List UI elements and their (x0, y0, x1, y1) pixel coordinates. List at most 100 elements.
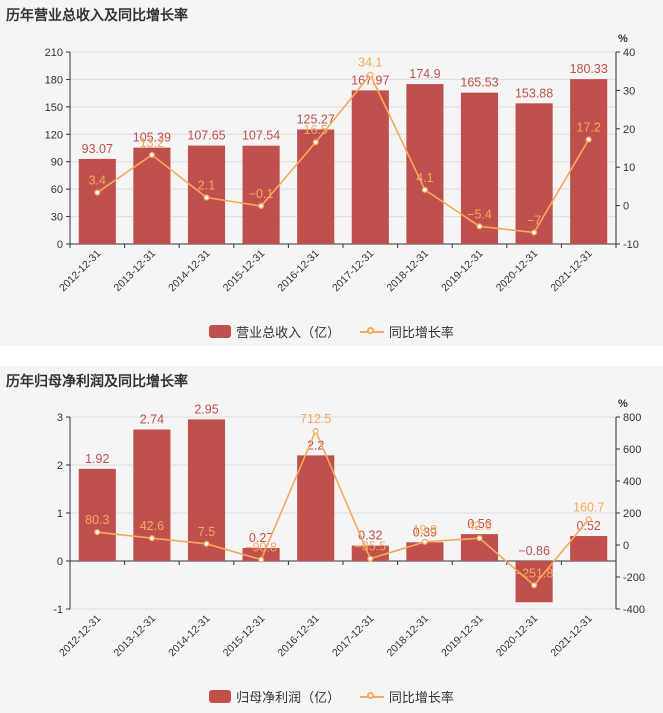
bar-value-label: 105.39 (133, 131, 171, 145)
x-tick-label: 2019-12-31 (439, 613, 486, 660)
bar (78, 158, 116, 244)
revenue-chart-panel: 历年营业总收入及同比增长率 0 30 60 90 120 150 180 210 -10 0 10 2… (0, 0, 663, 346)
bar-value-label: 125.27 (297, 112, 335, 126)
growth-point (476, 535, 483, 542)
x-tick-label: 2018-12-31 (385, 248, 432, 295)
legend-item-growth[interactable]: 同比增长率 (359, 687, 454, 706)
growth-value-label: 17.2 (577, 121, 601, 135)
y-right-tick-label: 600 (623, 444, 641, 456)
bar (297, 455, 335, 561)
growth-point (476, 223, 483, 230)
bar-value-label: 165.53 (460, 76, 498, 90)
y-right-tick-label: -400 (623, 604, 645, 616)
growth-line (96, 73, 590, 234)
bar (515, 103, 553, 244)
x-tick-label: 2020-12-31 (494, 613, 541, 660)
bar-swatch-icon (209, 325, 232, 338)
bar-value-label: 93.07 (82, 142, 113, 156)
net-profit-chart-panel: 历年归母净利润及同比增长率 -1 0 1 2 3 -400 -200 0 200 400 600 80… (0, 366, 663, 713)
x-tick-label: 2014-12-31 (166, 248, 213, 295)
growth-value-label: 19.8 (413, 523, 437, 537)
growth-point (258, 556, 265, 563)
growth-value-label: 34.1 (358, 56, 382, 70)
x-tick-label: 2013-12-31 (112, 613, 159, 660)
x-tick-label: 2020-12-31 (494, 248, 541, 295)
growth-point (148, 151, 155, 158)
growth-point (94, 529, 101, 536)
bar-value-label: 0.52 (577, 519, 601, 533)
x-tick-label: 2021-12-31 (548, 248, 595, 295)
bar-value-label: 174.9 (409, 67, 440, 81)
growth-value-label: −0.1 (249, 187, 274, 201)
growth-point (203, 540, 210, 547)
legend-label: 同比增长率 (388, 690, 454, 705)
y-left-tick-label: 30 (51, 212, 63, 224)
bar-value-label: 1.92 (85, 452, 109, 466)
bar (351, 545, 389, 561)
y-right-tick-label: 0 (623, 540, 629, 552)
chart-legend[interactable]: 归母净利润（亿） 同比增长率 (0, 687, 663, 706)
y-right-tick-label: -10 (623, 239, 639, 251)
growth-point (367, 71, 374, 78)
growth-point (312, 139, 319, 146)
bar-value-label: 180.33 (570, 62, 608, 76)
legend-label: 归母净利润（亿） (236, 690, 341, 705)
growth-value-label: 160.7 (573, 500, 604, 514)
bar-value-label: 153.88 (515, 86, 553, 100)
y-right-unit-label: % (618, 33, 628, 45)
growth-value-label: 42.6 (467, 519, 491, 533)
legend-item-net-profit[interactable]: 归母净利润（亿） (209, 687, 340, 706)
y-right-tick-label: -200 (623, 572, 645, 584)
y-left-tick-label: 1 (57, 508, 63, 520)
growth-point (94, 189, 101, 196)
x-tick-label: 2015-12-31 (221, 613, 268, 660)
y-left-tick-label: 60 (51, 184, 63, 196)
bar-value-label: 107.65 (187, 129, 225, 143)
y-left-tick-label: 0 (57, 239, 63, 251)
bar-value-label: 167.97 (351, 73, 389, 87)
chart-legend[interactable]: 营业总收入（亿） 同比增长率 (0, 322, 663, 341)
growth-point (148, 535, 155, 542)
x-tick-label: 2014-12-31 (166, 613, 213, 660)
legend-item-revenue[interactable]: 营业总收入（亿） (209, 322, 340, 341)
y-right-tick-label: 400 (623, 476, 641, 488)
y-right-tick-label: 30 (623, 85, 635, 97)
bar (406, 542, 444, 561)
x-tick-label: 2018-12-31 (385, 613, 432, 660)
x-tick-label: 2017-12-31 (330, 248, 377, 295)
y-right-tick-label: 40 (623, 47, 635, 59)
growth-value-label: −90.8 (245, 541, 277, 555)
growth-value-label: 2.1 (198, 179, 215, 193)
growth-point (312, 427, 319, 435)
bar (351, 90, 389, 244)
bar (187, 419, 226, 561)
y-left-tick-label: 150 (45, 102, 63, 114)
bar (133, 429, 171, 561)
legend-item-growth[interactable]: 同比增长率 (359, 322, 454, 341)
growth-point (367, 555, 374, 562)
x-tick-label: 2021-12-31 (548, 613, 595, 660)
y-right-tick-label: 10 (623, 162, 635, 174)
legend-label: 营业总收入（亿） (236, 325, 341, 340)
growth-line (97, 428, 590, 587)
growth-value-label: −251.8 (515, 566, 554, 580)
growth-value-label: −85.5 (354, 540, 386, 554)
y-right-tick-label: 800 (623, 412, 641, 424)
growth-value-label: 16.5 (304, 123, 328, 137)
bar-value-label: 2.95 (194, 402, 218, 416)
y-right-unit-label: % (618, 398, 628, 410)
growth-value-label: 3.4 (89, 174, 106, 188)
bar (133, 147, 171, 244)
growth-value-label: −5.4 (467, 207, 492, 221)
y-left-tick-label: 120 (45, 129, 63, 141)
x-tick-label: 2016-12-31 (275, 248, 322, 295)
bar-value-label: 0.56 (467, 517, 491, 531)
x-tick-label: 2012-12-31 (57, 613, 104, 660)
bar (242, 145, 280, 244)
legend-label: 同比增长率 (388, 325, 454, 340)
line-marker-icon (359, 325, 384, 338)
y-right-tick-label: 0 (623, 201, 629, 213)
y-left-tick-label: 210 (45, 47, 63, 59)
line-marker-icon (359, 690, 384, 703)
chart-title: 历年归母净利润及同比增长率 (6, 373, 188, 389)
